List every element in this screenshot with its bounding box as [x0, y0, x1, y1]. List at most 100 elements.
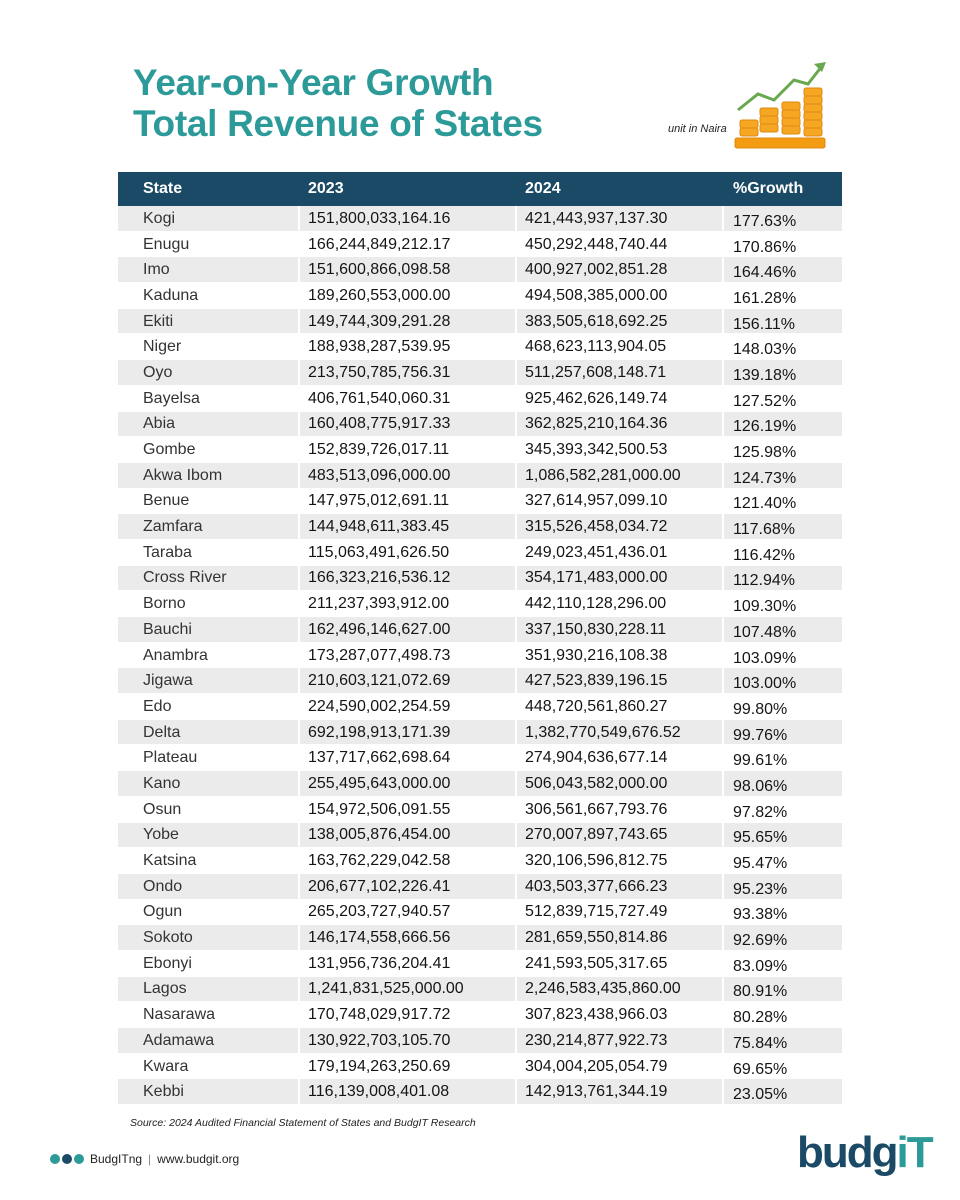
cell-text: 1,382,770,549,676.52: [525, 723, 681, 741]
cell-bg: [517, 822, 722, 848]
table-row: Yobe 138,005,876,454.00 270,007,897,743.65…: [118, 822, 842, 849]
cell-text: 512,839,715,727.49: [525, 903, 668, 921]
table-body: Kogi 151,800,033,164.16 421,443,937,137.30…: [118, 206, 842, 1105]
cell-text: 107.48%: [733, 623, 797, 641]
cell-text: 421,443,937,137.30: [525, 209, 668, 227]
cell-text: 274,904,636,677.14: [525, 749, 668, 767]
cell-text: 69.65%: [733, 1060, 788, 1078]
footer: BudgITng | www.budgit.org: [50, 1152, 239, 1166]
cell-bg: [118, 771, 298, 796]
cell-text: 112.94%: [733, 572, 795, 590]
table-row: Lagos 1,241,831,525,000.00 2,246,583,435,8…: [118, 976, 842, 1003]
cell-bg: [724, 308, 842, 334]
table-row: Niger 188,938,287,539.95 468,623,113,904.0…: [118, 334, 842, 360]
cell-bg: [118, 1079, 298, 1105]
table-row: Plateau 137,717,662,698.64 274,904,636,677…: [118, 745, 842, 771]
cell-bg: [118, 873, 298, 899]
cell-text: 351,930,216,108.38: [525, 646, 668, 664]
table-row: Kwara 179,194,263,250.69 304,004,205,054.7…: [118, 1054, 842, 1080]
cell-text: 103.00%: [733, 675, 797, 693]
cell-bg: [517, 411, 722, 437]
cell-text: 188,938,287,539.95: [308, 338, 451, 356]
cell-text: Taraba: [143, 543, 192, 561]
cell-text: Oyo: [143, 363, 173, 381]
cell-text: 162,496,146,627.00: [308, 620, 451, 638]
column-header: State: [143, 180, 183, 197]
cell-bg: [724, 873, 842, 899]
cell-bg: [724, 360, 842, 385]
cell-bg: [517, 617, 722, 642]
cell-bg: [300, 308, 515, 334]
cell-text: 354,171,483,000.00: [525, 569, 668, 587]
cell-text: Kaduna: [143, 286, 199, 304]
cell-text: 281,659,550,814.86: [525, 929, 668, 947]
cell-bg: [300, 617, 515, 642]
table-row: Benue 147,975,012,691.11 327,614,957,099.1…: [118, 489, 842, 515]
cell-bg: [517, 1079, 722, 1105]
cell-bg: [517, 1028, 722, 1053]
cell-text: 93.38%: [733, 906, 788, 924]
cell-bg: [300, 360, 515, 385]
cell-text: 151,600,866,098.58: [308, 261, 451, 279]
table-row: Zamfara 144,948,611,383.45 315,526,458,034…: [118, 514, 842, 540]
cell-bg: [724, 668, 842, 694]
cell-text: Cross River: [143, 569, 227, 587]
cell-text: 345,393,342,500.53: [525, 441, 668, 459]
cell-bg: [300, 668, 515, 694]
cell-text: 23.05%: [733, 1086, 788, 1104]
table-row: Ekiti 149,744,309,291.28 383,505,618,692.2…: [118, 308, 842, 335]
table-row: Bayelsa 406,761,540,060.31 925,462,626,149…: [118, 386, 842, 412]
cell-bg: [300, 1028, 515, 1053]
table-row: Katsina 163,762,229,042.58 320,106,596,812…: [118, 848, 842, 874]
cell-bg: [118, 514, 298, 539]
cell-text: Anambra: [143, 646, 208, 664]
cell-bg: [724, 206, 842, 231]
table-row: Akwa Ibom 483,513,096,000.00 1,086,582,281…: [118, 462, 842, 489]
cell-text: 131,956,736,204.41: [308, 954, 451, 972]
cell-bg: [517, 360, 722, 385]
cell-text: 925,462,626,149.74: [525, 389, 668, 407]
cell-text: 230,214,877,922.73: [525, 1031, 668, 1049]
cell-text: Osun: [143, 800, 182, 818]
cell-text: 362,825,210,164.36: [525, 415, 668, 433]
cell-text: 450,292,448,740.44: [525, 235, 668, 253]
cell-text: 179,194,263,250.69: [308, 1057, 451, 1075]
cell-bg: [300, 822, 515, 848]
cell-text: 124.73%: [733, 469, 797, 487]
column-header: 2023: [308, 180, 344, 197]
cell-text: 249,023,451,436.01: [525, 543, 668, 561]
cell-text: 173,287,077,498.73: [308, 646, 451, 664]
cell-bg: [724, 925, 842, 950]
cell-text: Yobe: [143, 826, 179, 844]
cell-bg: [300, 565, 515, 591]
revenue-table: State 2023 2024 %Growth Kogi 151,800,033,164…: [118, 172, 842, 1105]
cell-text: 448,720,561,860.27: [525, 697, 668, 715]
cell-text: 406,761,540,060.31: [308, 389, 451, 407]
cell-bg: [118, 411, 298, 437]
table-row: Kebbi 116,139,008,401.08 142,913,761,344.1…: [118, 1079, 842, 1105]
cell-text: 109.30%: [733, 598, 797, 616]
table-row: Gombe 152,839,726,017.11 345,393,342,500.5…: [118, 437, 842, 463]
cell-text: 130,922,703,105.70: [308, 1031, 451, 1049]
cell-text: Abia: [143, 415, 176, 433]
cell-text: 206,677,102,226.41: [308, 877, 451, 895]
cell-bg: [724, 976, 842, 1002]
cell-bg: [118, 308, 298, 334]
cell-bg: [118, 976, 298, 1002]
cell-bg: [724, 1079, 842, 1105]
cell-text: Zamfara: [143, 518, 203, 536]
cell-text: 92.69%: [733, 932, 788, 950]
cell-text: 144,948,611,383.45: [308, 518, 450, 536]
table-row: Kaduna 189,260,553,000.00 494,508,385,000.…: [118, 283, 842, 309]
cell-text: 95.47%: [733, 855, 788, 873]
table-row: Taraba 115,063,491,626.50 249,023,451,436.…: [118, 540, 842, 566]
table-row: Ebonyi 131,956,736,204.41 241,593,505,317.…: [118, 951, 842, 977]
table-row: Anambra 173,287,077,498.73 351,930,216,108…: [118, 643, 842, 669]
cell-text: 511,257,608,148.71: [525, 363, 667, 381]
cell-text: 483,513,096,000.00: [308, 466, 451, 484]
cell-text: Jigawa: [143, 672, 193, 690]
cell-text: 211,237,393,912.00: [308, 595, 450, 613]
cell-bg: [118, 925, 298, 950]
cell-text: Ebonyi: [143, 954, 192, 972]
cell-text: 151,800,033,164.16: [308, 209, 451, 227]
